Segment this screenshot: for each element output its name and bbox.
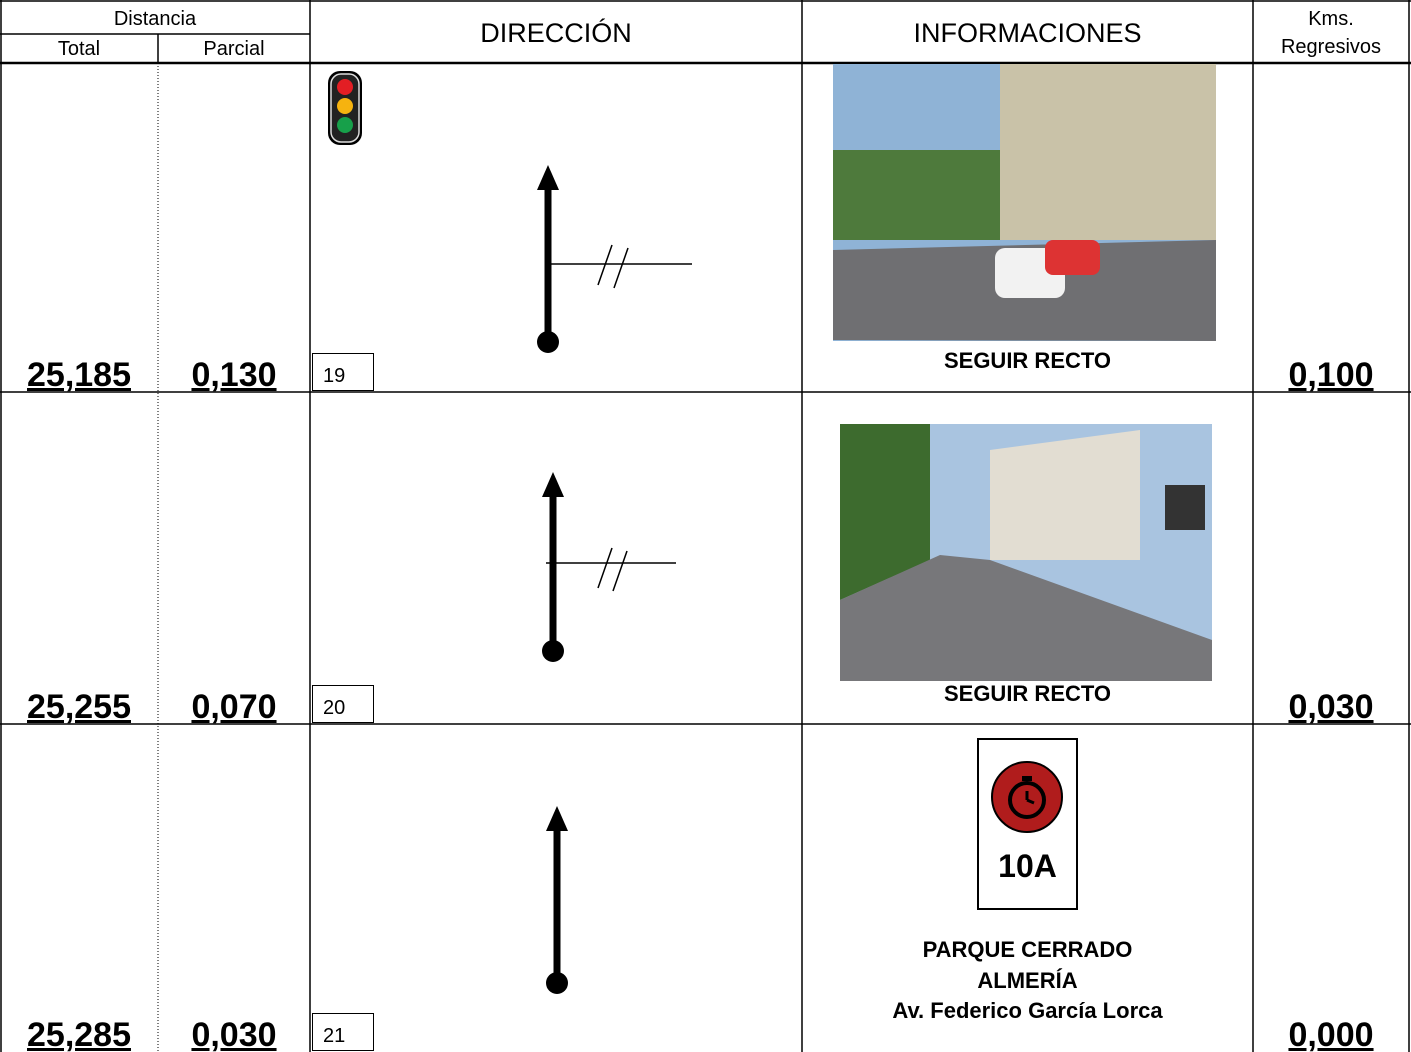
parcial: 0,130 <box>191 356 277 394</box>
header-total: Total <box>57 38 101 60</box>
box-number: 19 <box>312 353 374 391</box>
parcial: 0,030 <box>191 1016 277 1052</box>
header-regresivos: Regresivos <box>1280 36 1382 58</box>
stamp-label: 10A <box>998 848 1057 884</box>
kms-regresivos: 0,030 <box>1288 688 1374 726</box>
header-kms: Kms. <box>1308 8 1354 30</box>
info-text: Av. Federico García Lorca <box>892 998 1163 1023</box>
header-informaciones: INFORMACIONES <box>913 18 1142 48</box>
box-number: 21 <box>312 1013 374 1051</box>
header-direccion: DIRECCIÓN <box>480 18 632 48</box>
total: 25,255 <box>27 688 131 726</box>
total: 25,285 <box>27 1016 131 1052</box>
info-text: ALMERÍA <box>977 968 1078 993</box>
header-parcial: Parcial <box>203 38 265 60</box>
info-text: PARQUE CERRADO <box>922 937 1133 962</box>
kms-regresivos: 0,000 <box>1288 1016 1374 1052</box>
header-distancia: Distancia <box>113 8 197 30</box>
parcial: 0,070 <box>191 688 277 726</box>
info-text: SEGUIR RECTO <box>943 348 1112 373</box>
box-number: 20 <box>312 685 374 723</box>
info-text: SEGUIR RECTO <box>943 681 1112 706</box>
kms-regresivos: 0,100 <box>1288 356 1374 394</box>
total: 25,185 <box>27 356 131 394</box>
